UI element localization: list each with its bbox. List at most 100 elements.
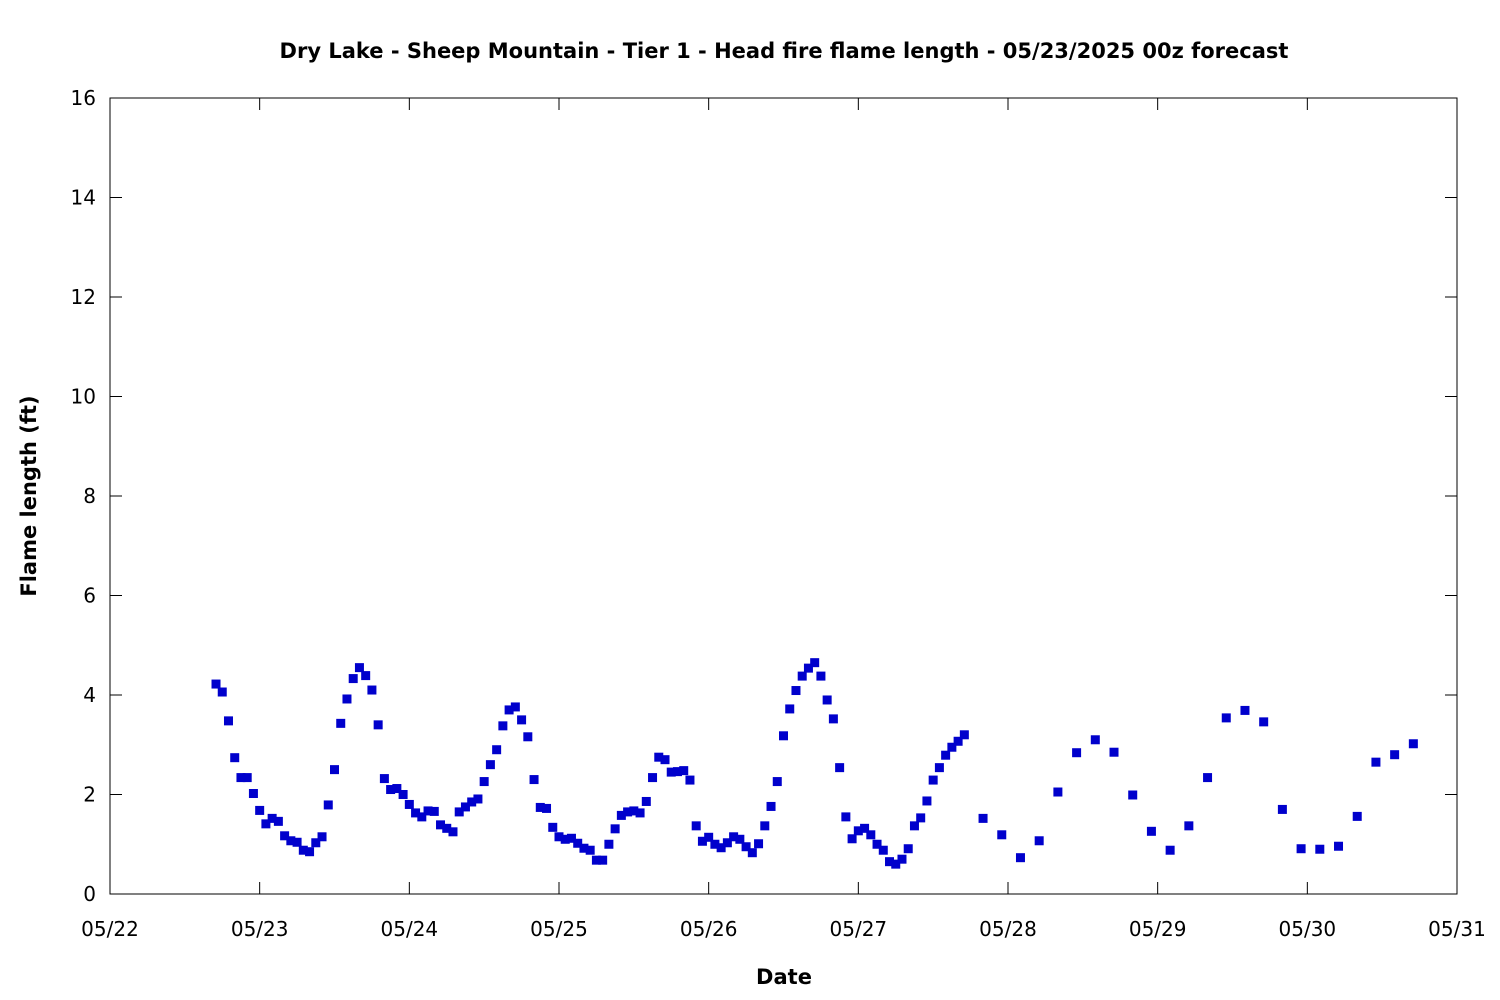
y-tick-label: 0 <box>83 882 96 906</box>
data-point <box>467 797 477 807</box>
data-point <box>741 842 751 852</box>
data-point <box>1371 757 1381 767</box>
data-point <box>566 833 576 843</box>
data-point <box>654 752 664 762</box>
data-point <box>729 832 739 842</box>
y-tick-label: 14 <box>71 186 96 210</box>
data-point <box>298 845 308 855</box>
data-point <box>697 836 707 846</box>
data-point <box>354 663 364 673</box>
y-tick-label: 4 <box>83 683 96 707</box>
data-point <box>604 839 614 849</box>
x-tick-label: 05/27 <box>830 917 888 941</box>
data-point <box>779 731 788 741</box>
data-point <box>429 806 439 816</box>
data-point <box>1184 821 1194 831</box>
data-point <box>666 767 676 777</box>
data-point <box>504 705 514 715</box>
data-point <box>585 845 595 855</box>
x-tick-label: 05/23 <box>231 917 289 941</box>
data-point <box>535 802 545 812</box>
x-tick-label: 05/29 <box>1129 917 1187 941</box>
data-point <box>454 807 464 817</box>
data-point <box>747 848 757 858</box>
data-point <box>223 716 233 726</box>
data-series <box>211 658 1418 869</box>
x-axis: 05/22 05/23 05/24 05/25 05/26 05/27 05/28 05/29… <box>81 98 1486 941</box>
data-point <box>1165 845 1175 855</box>
data-point <box>417 812 427 822</box>
data-point <box>560 834 570 844</box>
data-point <box>404 799 414 809</box>
data-point <box>860 823 870 833</box>
data-point <box>903 844 913 854</box>
data-point <box>978 813 988 823</box>
data-point <box>791 686 801 696</box>
data-point <box>392 784 402 794</box>
data-point <box>373 720 383 730</box>
data-point <box>1277 804 1287 814</box>
data-point <box>1408 739 1418 749</box>
data-point <box>217 687 227 697</box>
data-point <box>616 810 626 820</box>
data-point <box>1390 750 1400 760</box>
data-point <box>523 732 533 742</box>
data-point <box>398 790 408 799</box>
y-tick-label: 10 <box>71 385 96 409</box>
data-point <box>1259 717 1269 727</box>
data-point <box>510 702 520 712</box>
data-point <box>959 730 969 740</box>
data-point <box>922 796 932 806</box>
data-point <box>1334 841 1344 851</box>
y-tick-label: 12 <box>71 285 96 309</box>
data-point <box>255 805 265 815</box>
data-point <box>591 855 601 865</box>
data-point <box>722 838 732 848</box>
data-point <box>772 777 782 787</box>
data-point <box>803 663 813 673</box>
data-point <box>648 773 658 783</box>
data-point <box>1072 748 1082 758</box>
data-point <box>411 808 421 818</box>
data-point <box>997 830 1007 840</box>
data-point <box>517 715 527 725</box>
data-point <box>1146 826 1156 836</box>
data-point <box>211 679 221 689</box>
data-point <box>460 802 470 812</box>
y-axis: 0 2 4 6 8 10 12 14 16 <box>71 86 1457 906</box>
data-point <box>548 822 558 832</box>
data-point <box>1296 844 1306 854</box>
data-point <box>766 801 776 811</box>
data-point <box>760 821 770 831</box>
x-tick-label: 05/22 <box>81 917 139 941</box>
data-point <box>311 838 321 848</box>
data-point <box>1128 790 1138 800</box>
y-tick-label: 16 <box>71 86 96 110</box>
data-point <box>529 775 539 785</box>
data-point <box>641 796 651 806</box>
data-point <box>754 839 764 849</box>
data-point <box>248 789 258 799</box>
data-point <box>1221 713 1231 723</box>
data-point <box>735 834 745 844</box>
x-tick-label: 05/31 <box>1428 917 1486 941</box>
chart-title: Dry Lake - Sheep Mountain - Tier 1 - Hea… <box>280 39 1289 63</box>
data-point <box>941 750 951 760</box>
data-point <box>442 823 452 833</box>
data-point <box>1053 787 1063 797</box>
data-point <box>492 745 502 755</box>
data-point <box>672 767 682 777</box>
data-point <box>267 813 277 823</box>
data-point <box>947 742 957 752</box>
data-point <box>573 838 583 848</box>
data-point <box>542 803 552 813</box>
data-point <box>348 674 358 684</box>
data-point <box>853 826 863 836</box>
data-point <box>1203 773 1213 783</box>
y-axis-label: Flame length (ft) <box>17 395 41 596</box>
data-point <box>1034 836 1044 846</box>
data-point <box>342 694 352 704</box>
data-point <box>704 832 714 842</box>
data-point <box>317 832 327 842</box>
data-point <box>579 843 589 853</box>
